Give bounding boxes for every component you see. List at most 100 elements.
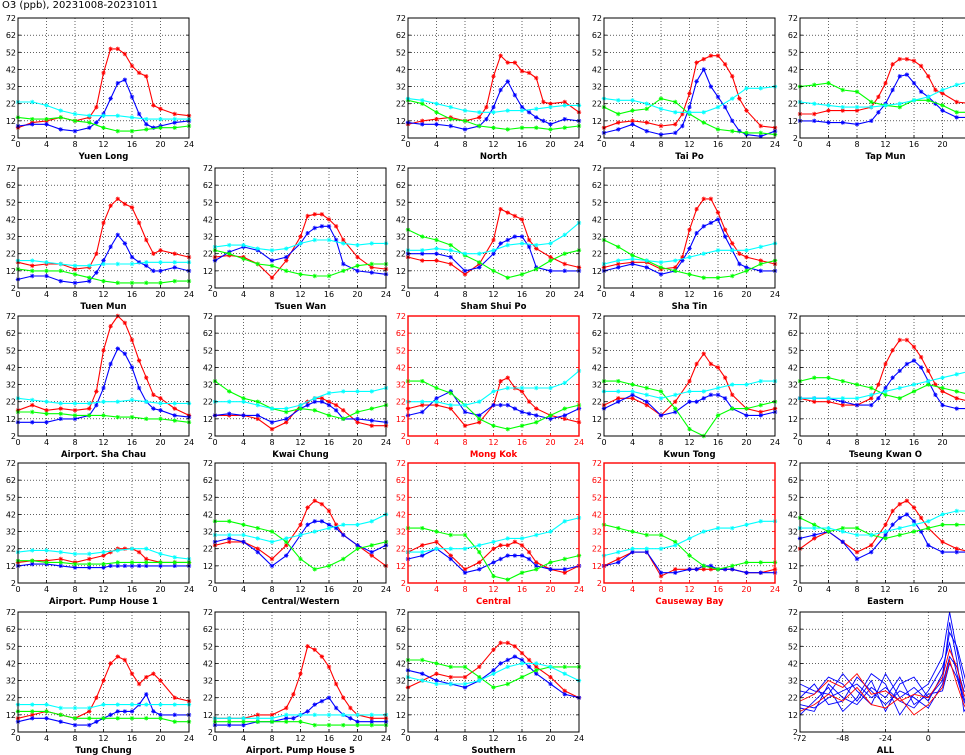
y-tick-label: 52 — [396, 198, 406, 207]
data-point — [420, 657, 425, 663]
data-point — [904, 337, 910, 343]
data-point — [701, 224, 706, 229]
data-point — [434, 671, 439, 676]
station-label: Central/Western — [261, 597, 339, 607]
data-point — [491, 671, 496, 676]
data-point — [341, 532, 346, 538]
data-point — [541, 99, 546, 105]
data-point — [730, 74, 735, 79]
data-point — [269, 719, 275, 724]
data-point — [87, 565, 92, 570]
data-point — [319, 399, 325, 404]
y-tick-label: 12 — [203, 562, 213, 571]
data-point — [448, 546, 453, 551]
data-point — [241, 716, 246, 721]
x-tick-label: 20 — [155, 734, 165, 743]
data-point — [136, 681, 142, 687]
x-tick-label: 24 — [381, 290, 391, 299]
data-point — [72, 408, 78, 413]
data-point — [269, 426, 275, 432]
y-tick-label: 2 — [793, 728, 798, 737]
data-point — [94, 695, 99, 700]
data-point — [730, 128, 735, 134]
x-tick-label: 12 — [98, 734, 108, 743]
data-point — [694, 60, 699, 65]
data-point — [255, 525, 260, 531]
data-point — [115, 346, 120, 351]
data-point — [687, 399, 692, 404]
data-point — [954, 396, 959, 401]
data-point — [305, 644, 310, 649]
data-point — [115, 261, 120, 267]
data-point — [526, 237, 532, 243]
data-point — [491, 251, 496, 256]
data-point — [876, 94, 881, 100]
data-point — [758, 130, 763, 136]
data-point — [730, 392, 735, 398]
x-tick-label: 8 — [269, 438, 274, 447]
data-point — [512, 553, 518, 558]
series-line — [407, 208, 580, 275]
data-point — [812, 536, 817, 541]
data-point — [284, 246, 289, 251]
data-point — [933, 382, 938, 387]
data-point — [129, 560, 135, 565]
data-point — [448, 532, 453, 538]
data-point — [158, 678, 163, 683]
data-point — [890, 522, 895, 527]
y-tick-label: 12 — [396, 415, 406, 424]
data-point — [284, 254, 289, 260]
y-tick-label: 62 — [592, 31, 602, 40]
data-point — [630, 546, 635, 551]
data-point — [491, 110, 496, 115]
data-point — [30, 702, 35, 707]
data-point — [904, 512, 910, 517]
data-point — [687, 110, 692, 115]
data-point — [883, 522, 888, 527]
data-point — [44, 420, 49, 425]
data-point — [158, 116, 163, 122]
data-point — [298, 406, 303, 411]
data-point — [129, 115, 135, 120]
data-point — [434, 258, 439, 263]
data-point — [269, 556, 275, 562]
data-point — [72, 565, 78, 570]
data-point — [534, 115, 539, 120]
data-point — [519, 570, 525, 575]
data-point — [562, 416, 567, 422]
data-point — [420, 671, 425, 676]
x-tick-label: 4 — [44, 290, 49, 299]
data-point — [701, 351, 706, 356]
y-tick-label: 22 — [396, 398, 406, 407]
data-point — [122, 563, 128, 569]
x-tick-label: 20 — [352, 585, 362, 594]
data-point — [333, 681, 339, 687]
data-point — [58, 411, 63, 416]
x-tick-label: 8 — [269, 585, 274, 594]
data-point — [255, 546, 260, 551]
data-point — [701, 120, 706, 125]
data-point — [136, 549, 142, 555]
data-point — [151, 671, 156, 676]
data-point — [115, 113, 120, 118]
data-point — [744, 248, 749, 253]
chart-panel: 2 12 22 32 42 52 62 72 0 4 8 12 16 20 24 Kwai Chung — [203, 312, 391, 460]
data-point — [534, 563, 539, 569]
data-point — [255, 402, 260, 408]
x-tick-label: 4 — [241, 734, 246, 743]
x-tick-label: 24 — [770, 140, 780, 149]
data-point — [284, 258, 289, 263]
data-point — [477, 678, 482, 683]
data-point — [101, 261, 106, 267]
data-point — [227, 389, 232, 394]
data-point — [227, 519, 232, 524]
data-point — [744, 268, 749, 274]
data-point — [840, 87, 845, 93]
y-tick-label: 22 — [788, 694, 798, 703]
data-point — [72, 413, 78, 418]
y-tick-label: 32 — [203, 233, 213, 242]
data-point — [548, 416, 553, 422]
data-point — [58, 705, 63, 711]
data-point — [298, 556, 303, 562]
data-point — [519, 389, 525, 394]
